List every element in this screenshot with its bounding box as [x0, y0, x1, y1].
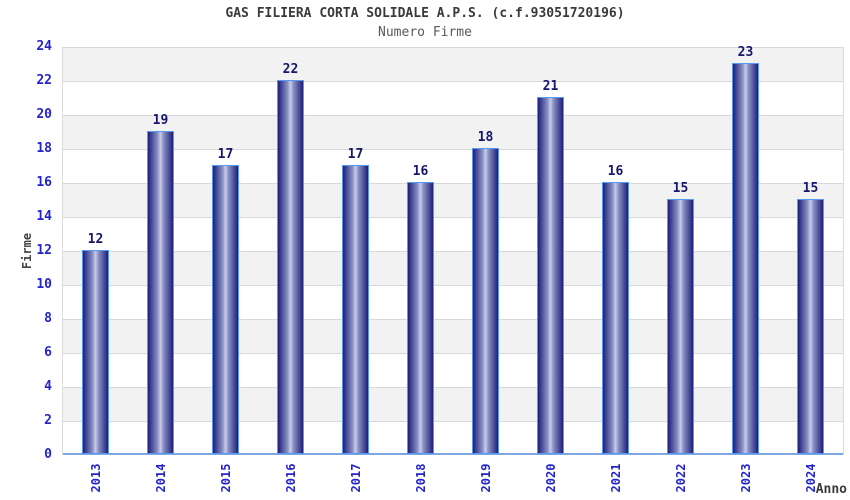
x-tick-label: 2019 [478, 463, 493, 493]
x-tick-label: 2024 [803, 463, 818, 493]
y-tick-label: 2 [44, 413, 52, 428]
gridline [63, 251, 843, 252]
x-tick-label: 2016 [283, 463, 298, 493]
chart-subtitle: Numero Firme [378, 25, 472, 40]
grid-band [63, 81, 843, 115]
y-tick-label: 0 [44, 447, 52, 462]
gridline [63, 319, 843, 320]
grid-band [63, 251, 843, 285]
gridline [63, 421, 843, 422]
y-tick-label: 24 [36, 39, 52, 54]
x-tick-label: 2022 [673, 463, 688, 493]
plot-area: 12 19 17 22 17 16 18 21 16 15 23 15 [62, 45, 844, 455]
y-tick-label: 8 [44, 311, 52, 326]
y-tick-label: 20 [36, 107, 52, 122]
bar-2018 [407, 182, 434, 454]
bar-2022 [667, 199, 694, 454]
x-tick-label: 2017 [348, 463, 363, 493]
x-tick-label: 2020 [543, 463, 558, 493]
y-tick-label: 10 [36, 277, 52, 292]
gridline [63, 353, 843, 354]
grid-band [63, 421, 843, 455]
bar-value-label: 22 [282, 62, 299, 77]
grid-band [63, 217, 843, 251]
y-tick-label: 6 [44, 345, 52, 360]
gridline [63, 183, 843, 184]
x-axis-line [63, 453, 843, 455]
gridline [63, 285, 843, 286]
grid-band [63, 319, 843, 353]
gridline [63, 387, 843, 388]
bar-value-label: 18 [477, 130, 494, 145]
gridline [63, 115, 843, 116]
gridline [63, 217, 843, 218]
y-tick-label: 18 [36, 141, 52, 156]
bar-2015 [212, 165, 239, 454]
x-tick-label: 2018 [413, 463, 428, 493]
grid-band [63, 183, 843, 217]
bar-2017 [342, 165, 369, 454]
bar-2023 [732, 63, 759, 454]
bar-2019 [472, 148, 499, 454]
x-tick-label: 2021 [608, 463, 623, 493]
bar-value-label: 17 [347, 147, 364, 162]
grid-band [63, 115, 843, 149]
bar-value-label: 16 [607, 164, 624, 179]
gridline [63, 47, 843, 48]
bar-value-label: 16 [412, 164, 429, 179]
gridline [63, 149, 843, 150]
grid-band [63, 47, 843, 81]
bar-value-label: 12 [87, 232, 104, 247]
y-tick-label: 16 [36, 175, 52, 190]
y-tick-label: 4 [44, 379, 52, 394]
y-tick-label: 22 [36, 73, 52, 88]
x-tick-label: 2013 [88, 463, 103, 493]
x-tick-label: 2015 [218, 463, 233, 493]
grid-band [63, 285, 843, 319]
x-axis-label: Anno [815, 482, 847, 497]
bar-value-label: 19 [152, 113, 169, 128]
bar-value-label: 15 [802, 181, 819, 196]
grid-band [63, 353, 843, 387]
bar-value-label: 15 [672, 181, 689, 196]
bar-2024 [797, 199, 824, 454]
y-tick-label: 12 [36, 243, 52, 258]
bar-2020 [537, 97, 564, 454]
grid-band [63, 387, 843, 421]
bar-value-label: 17 [217, 147, 234, 162]
bar-2021 [602, 182, 629, 454]
bar-value-label: 21 [542, 79, 559, 94]
x-tick-label: 2014 [153, 463, 168, 493]
x-tick-label: 2023 [738, 463, 753, 493]
chart-title: GAS FILIERA CORTA SOLIDALE A.P.S. (c.f.9… [225, 6, 625, 21]
bar-value-label: 23 [737, 45, 754, 60]
bar-2016 [277, 80, 304, 454]
gridline [63, 81, 843, 82]
bar-2014 [147, 131, 174, 454]
bar-2013 [82, 250, 109, 454]
y-tick-label: 14 [36, 209, 52, 224]
grid-band [63, 149, 843, 183]
